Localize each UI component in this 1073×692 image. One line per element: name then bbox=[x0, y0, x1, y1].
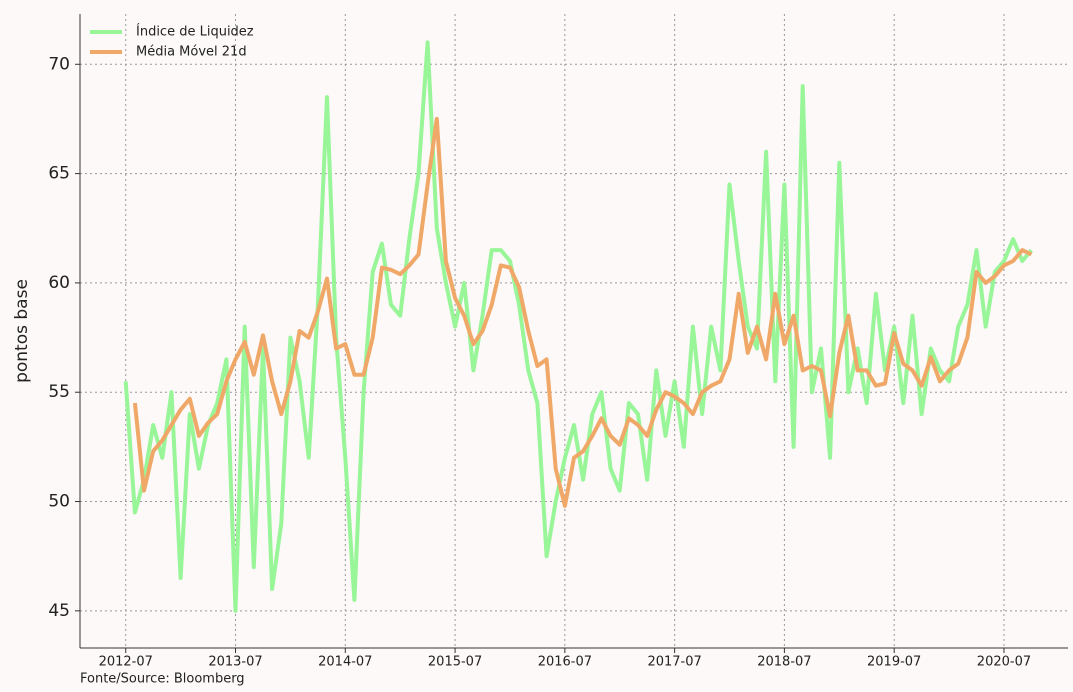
legend-label: Índice de Liquidez bbox=[136, 24, 254, 40]
x-tick-label: 2013-07 bbox=[208, 655, 262, 670]
source: Fonte/Source: Bloomberg bbox=[80, 672, 245, 687]
series-line bbox=[132, 116, 1033, 508]
x-tick-label: 2015-07 bbox=[428, 655, 482, 670]
y-tick-label: 70 bbox=[48, 54, 70, 74]
y-tick-label: 60 bbox=[48, 273, 70, 293]
y-tick-label: 50 bbox=[48, 492, 70, 512]
y-tick-label: 65 bbox=[48, 164, 70, 184]
x-tick-label: 2019-07 bbox=[867, 655, 921, 670]
y-tick-label: 45 bbox=[48, 601, 70, 621]
x-tick-label: 2017-07 bbox=[647, 655, 701, 670]
legend-label: Média Móvel 21d bbox=[136, 45, 247, 60]
x-tick-label: 2012-07 bbox=[99, 655, 153, 670]
y-axis-label: pontos base bbox=[12, 279, 32, 383]
y-tick-label: 55 bbox=[48, 382, 70, 402]
x-tick-label: 2014-07 bbox=[318, 655, 372, 670]
x-tick-label: 2020-07 bbox=[977, 655, 1031, 670]
x-tick-label: 2018-07 bbox=[757, 655, 811, 670]
x-tick-label: 2016-07 bbox=[538, 655, 592, 670]
